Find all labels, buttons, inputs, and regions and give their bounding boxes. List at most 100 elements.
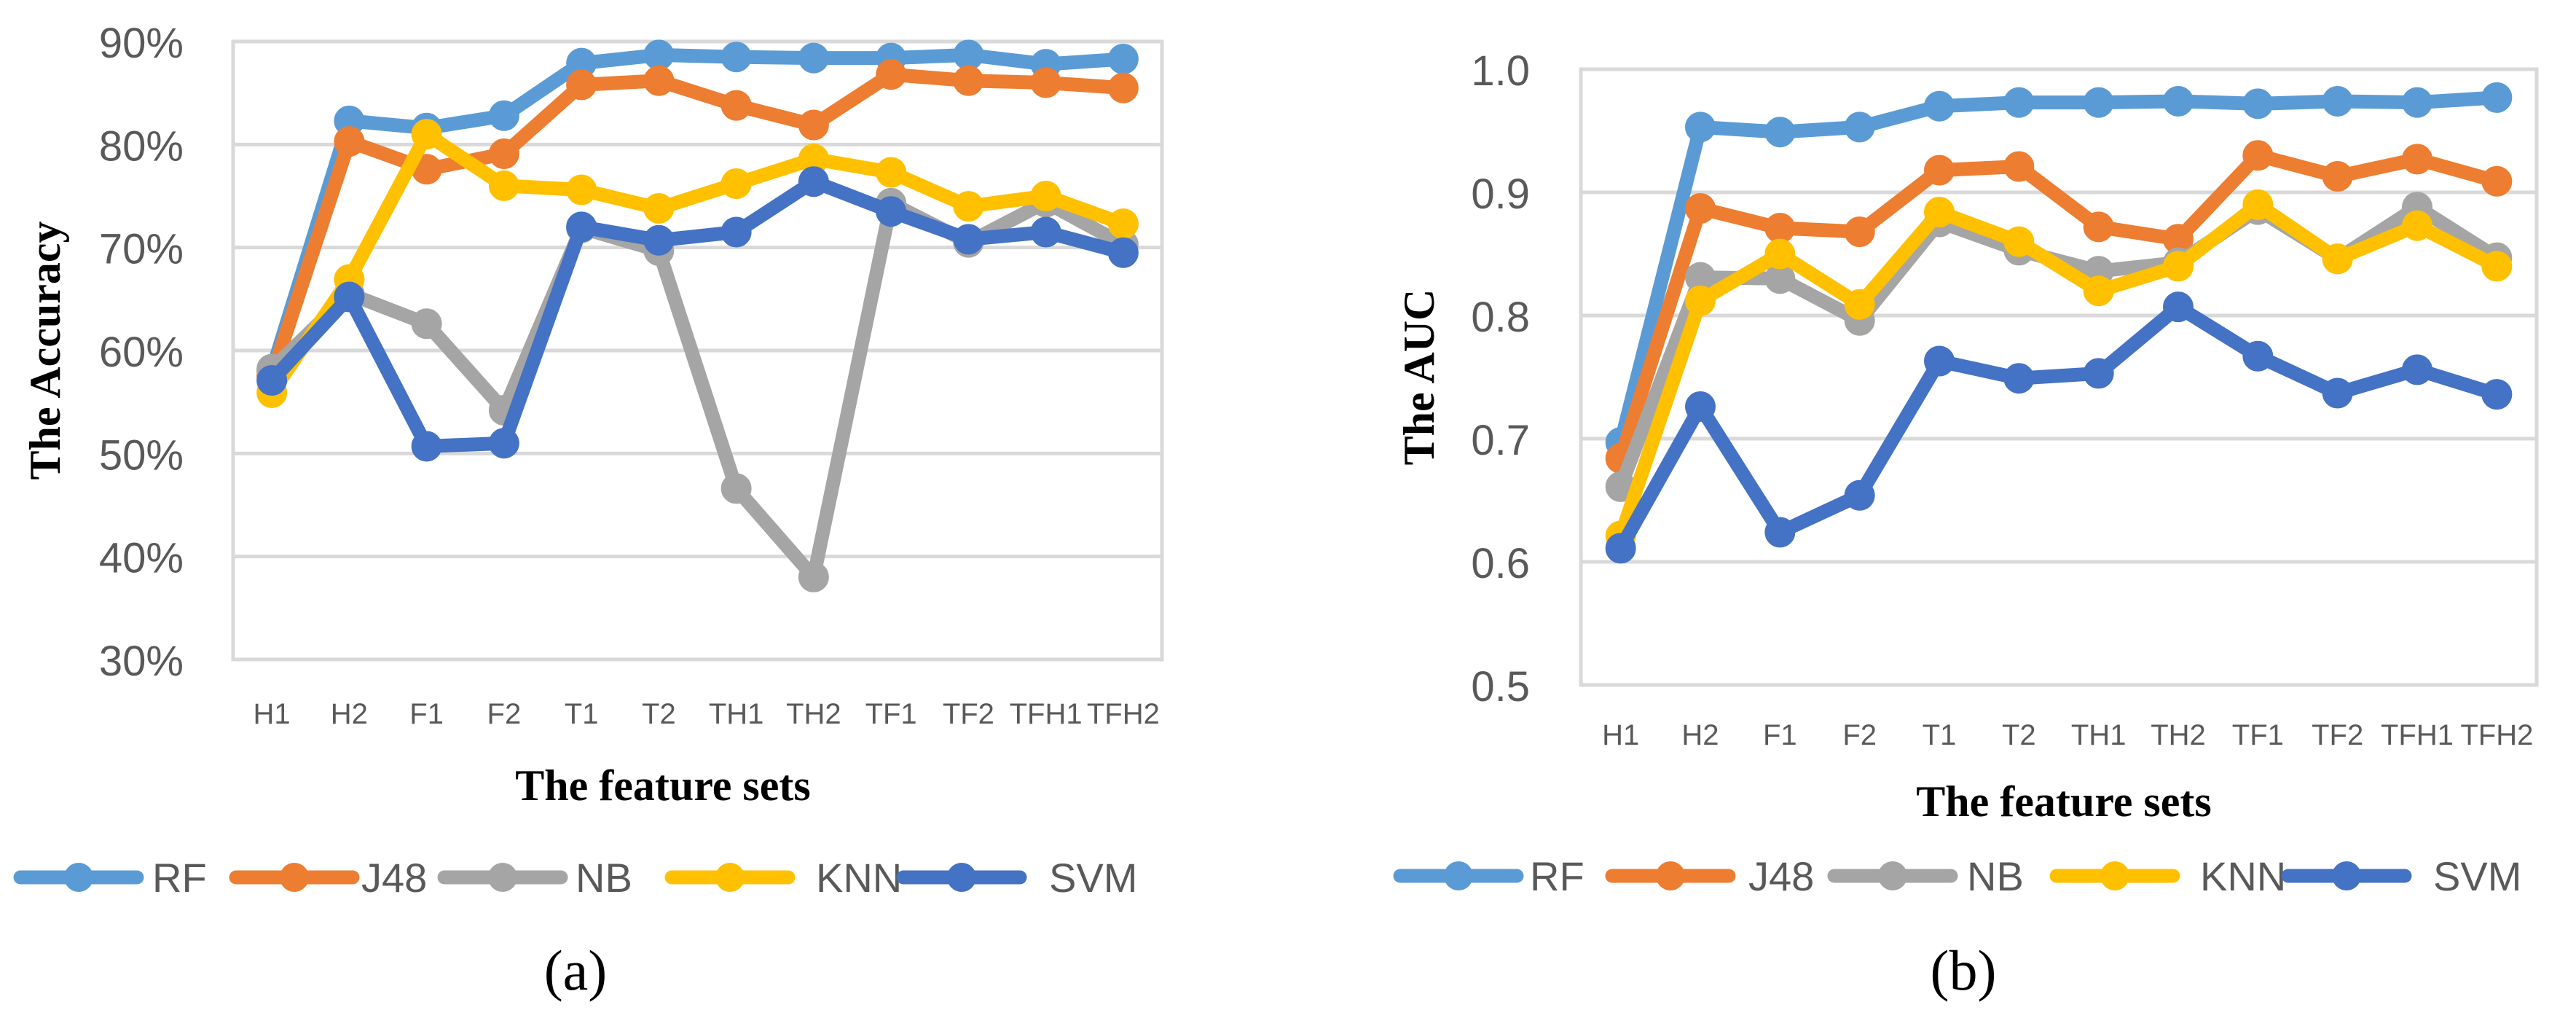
- data-point-nb: [411, 308, 442, 340]
- data-point-j48: [2322, 161, 2353, 192]
- data-point-svm: [2003, 363, 2035, 394]
- legend-label-svm: SVM: [1049, 855, 1137, 901]
- data-point-knn: [1844, 289, 1875, 320]
- legend-marker-svm: [947, 863, 976, 892]
- data-point-svm: [2402, 354, 2432, 385]
- x-tick-label: TH1: [709, 698, 764, 730]
- x-tick-label: TFH2: [2460, 719, 2533, 751]
- data-point-knn: [643, 192, 675, 224]
- legend-marker-svm: [2332, 861, 2361, 890]
- y-tick-label: 0.8: [1471, 294, 1530, 341]
- data-point-svm: [411, 431, 442, 462]
- data-point-svm: [256, 364, 288, 396]
- data-point-rf: [798, 42, 829, 74]
- legend-label-rf: RF: [1530, 853, 1585, 899]
- x-axis-title: The feature sets: [515, 761, 810, 810]
- data-point-j48: [953, 65, 984, 96]
- data-point-svm: [720, 216, 752, 248]
- data-point-knn: [2322, 243, 2353, 275]
- data-point-knn: [953, 191, 984, 222]
- legend-marker-knn: [715, 863, 745, 892]
- data-point-j48: [1844, 216, 1875, 248]
- data-point-knn: [1685, 285, 1716, 316]
- data-point-knn: [1030, 181, 1061, 211]
- legend-label-nb: NB: [576, 855, 632, 901]
- legend-label-rf: RF: [152, 855, 207, 901]
- legend-marker-j48: [280, 863, 309, 892]
- data-point-svm: [1685, 391, 1716, 423]
- data-point-j48: [566, 69, 597, 101]
- x-tick-label: T1: [565, 698, 599, 730]
- x-axis-title: The feature sets: [1916, 778, 2211, 826]
- data-point-knn: [1924, 197, 1955, 228]
- y-tick-label: 0.5: [1471, 663, 1530, 710]
- data-point-j48: [720, 90, 752, 121]
- data-point-svm: [2163, 291, 2194, 323]
- y-tick-label: 30%: [99, 638, 184, 685]
- data-point-rf: [2083, 87, 2114, 118]
- data-point-svm: [1605, 533, 1636, 564]
- plot-area: [1579, 67, 2539, 687]
- data-point-rf: [1924, 90, 1955, 122]
- legend-label-nb: NB: [1967, 853, 2024, 899]
- data-point-svm: [1107, 237, 1139, 268]
- accuracy-panel: 30% 40% 50% 60% 70% 80% 90% H1 H2 F1 F2 T1 T2 TH1 TH2 T…: [13, 20, 1164, 1002]
- x-tick-label: T1: [1923, 719, 1957, 751]
- y-tick-label: 1.0: [1471, 47, 1530, 95]
- x-tick-label: F1: [1763, 719, 1797, 751]
- data-point-rf: [720, 42, 752, 73]
- data-point-j48: [1764, 213, 1796, 244]
- legend-label-knn: KNN: [2200, 853, 2286, 899]
- data-point-svm: [2242, 340, 2274, 372]
- x-tick-label: TH1: [2071, 719, 2127, 751]
- data-point-j48: [1030, 67, 1061, 98]
- data-point-j48: [876, 59, 907, 90]
- data-point-rf: [1844, 111, 1875, 143]
- x-tick-label: TFH1: [1010, 698, 1083, 730]
- x-tick-label: T2: [2002, 719, 2036, 751]
- data-point-rf: [488, 100, 519, 131]
- x-tick-label: TF1: [2232, 719, 2284, 751]
- panel-label: (b): [1931, 939, 1997, 1002]
- data-point-knn: [2242, 189, 2274, 220]
- y-tick-label: 80%: [99, 122, 184, 170]
- data-point-rf: [2481, 82, 2513, 113]
- x-tick-label: TF1: [865, 698, 917, 730]
- data-point-knn: [488, 170, 519, 201]
- series-line-j48: [1614, 148, 2504, 466]
- data-point-svm: [566, 211, 597, 243]
- x-tick-label: F2: [487, 698, 522, 730]
- data-point-knn: [2003, 226, 2035, 257]
- y-tick-label: 60%: [99, 329, 184, 376]
- legend-label-svm: SVM: [2433, 853, 2521, 899]
- data-point-j48: [334, 126, 365, 157]
- data-point-svm: [488, 428, 519, 459]
- data-point-rf: [2322, 85, 2353, 117]
- data-point-svm: [798, 166, 829, 197]
- y-tick-label: 70%: [99, 226, 184, 273]
- legend-label-j48: J48: [1748, 853, 1814, 899]
- data-point-j48: [2242, 140, 2274, 171]
- y-tick-label: 40%: [99, 535, 184, 582]
- data-point-j48: [798, 109, 829, 141]
- legend-marker-j48: [1656, 861, 1685, 890]
- data-point-svm: [334, 281, 365, 313]
- data-point-rf: [1685, 111, 1716, 143]
- data-point-j48: [1685, 192, 1716, 224]
- data-point-j48: [2402, 144, 2432, 175]
- x-tick-label: TF2: [943, 698, 994, 730]
- series-line-rf: [264, 47, 1131, 378]
- data-point-svm: [2481, 379, 2513, 410]
- data-point-j48: [2003, 151, 2035, 182]
- x-tick-label: H2: [331, 698, 368, 730]
- panel-label: (a): [544, 939, 608, 1002]
- y-tick-label: 0.7: [1471, 417, 1530, 464]
- data-point-knn: [1107, 208, 1139, 240]
- legend-label-knn: KNN: [816, 855, 902, 901]
- data-point-rf: [1107, 44, 1139, 75]
- data-point-svm: [2083, 358, 2114, 389]
- data-point-knn: [2481, 251, 2513, 282]
- y-axis-title: The AUC: [1395, 289, 1443, 466]
- data-point-knn: [1764, 238, 1796, 270]
- data-point-svm: [1764, 517, 1796, 548]
